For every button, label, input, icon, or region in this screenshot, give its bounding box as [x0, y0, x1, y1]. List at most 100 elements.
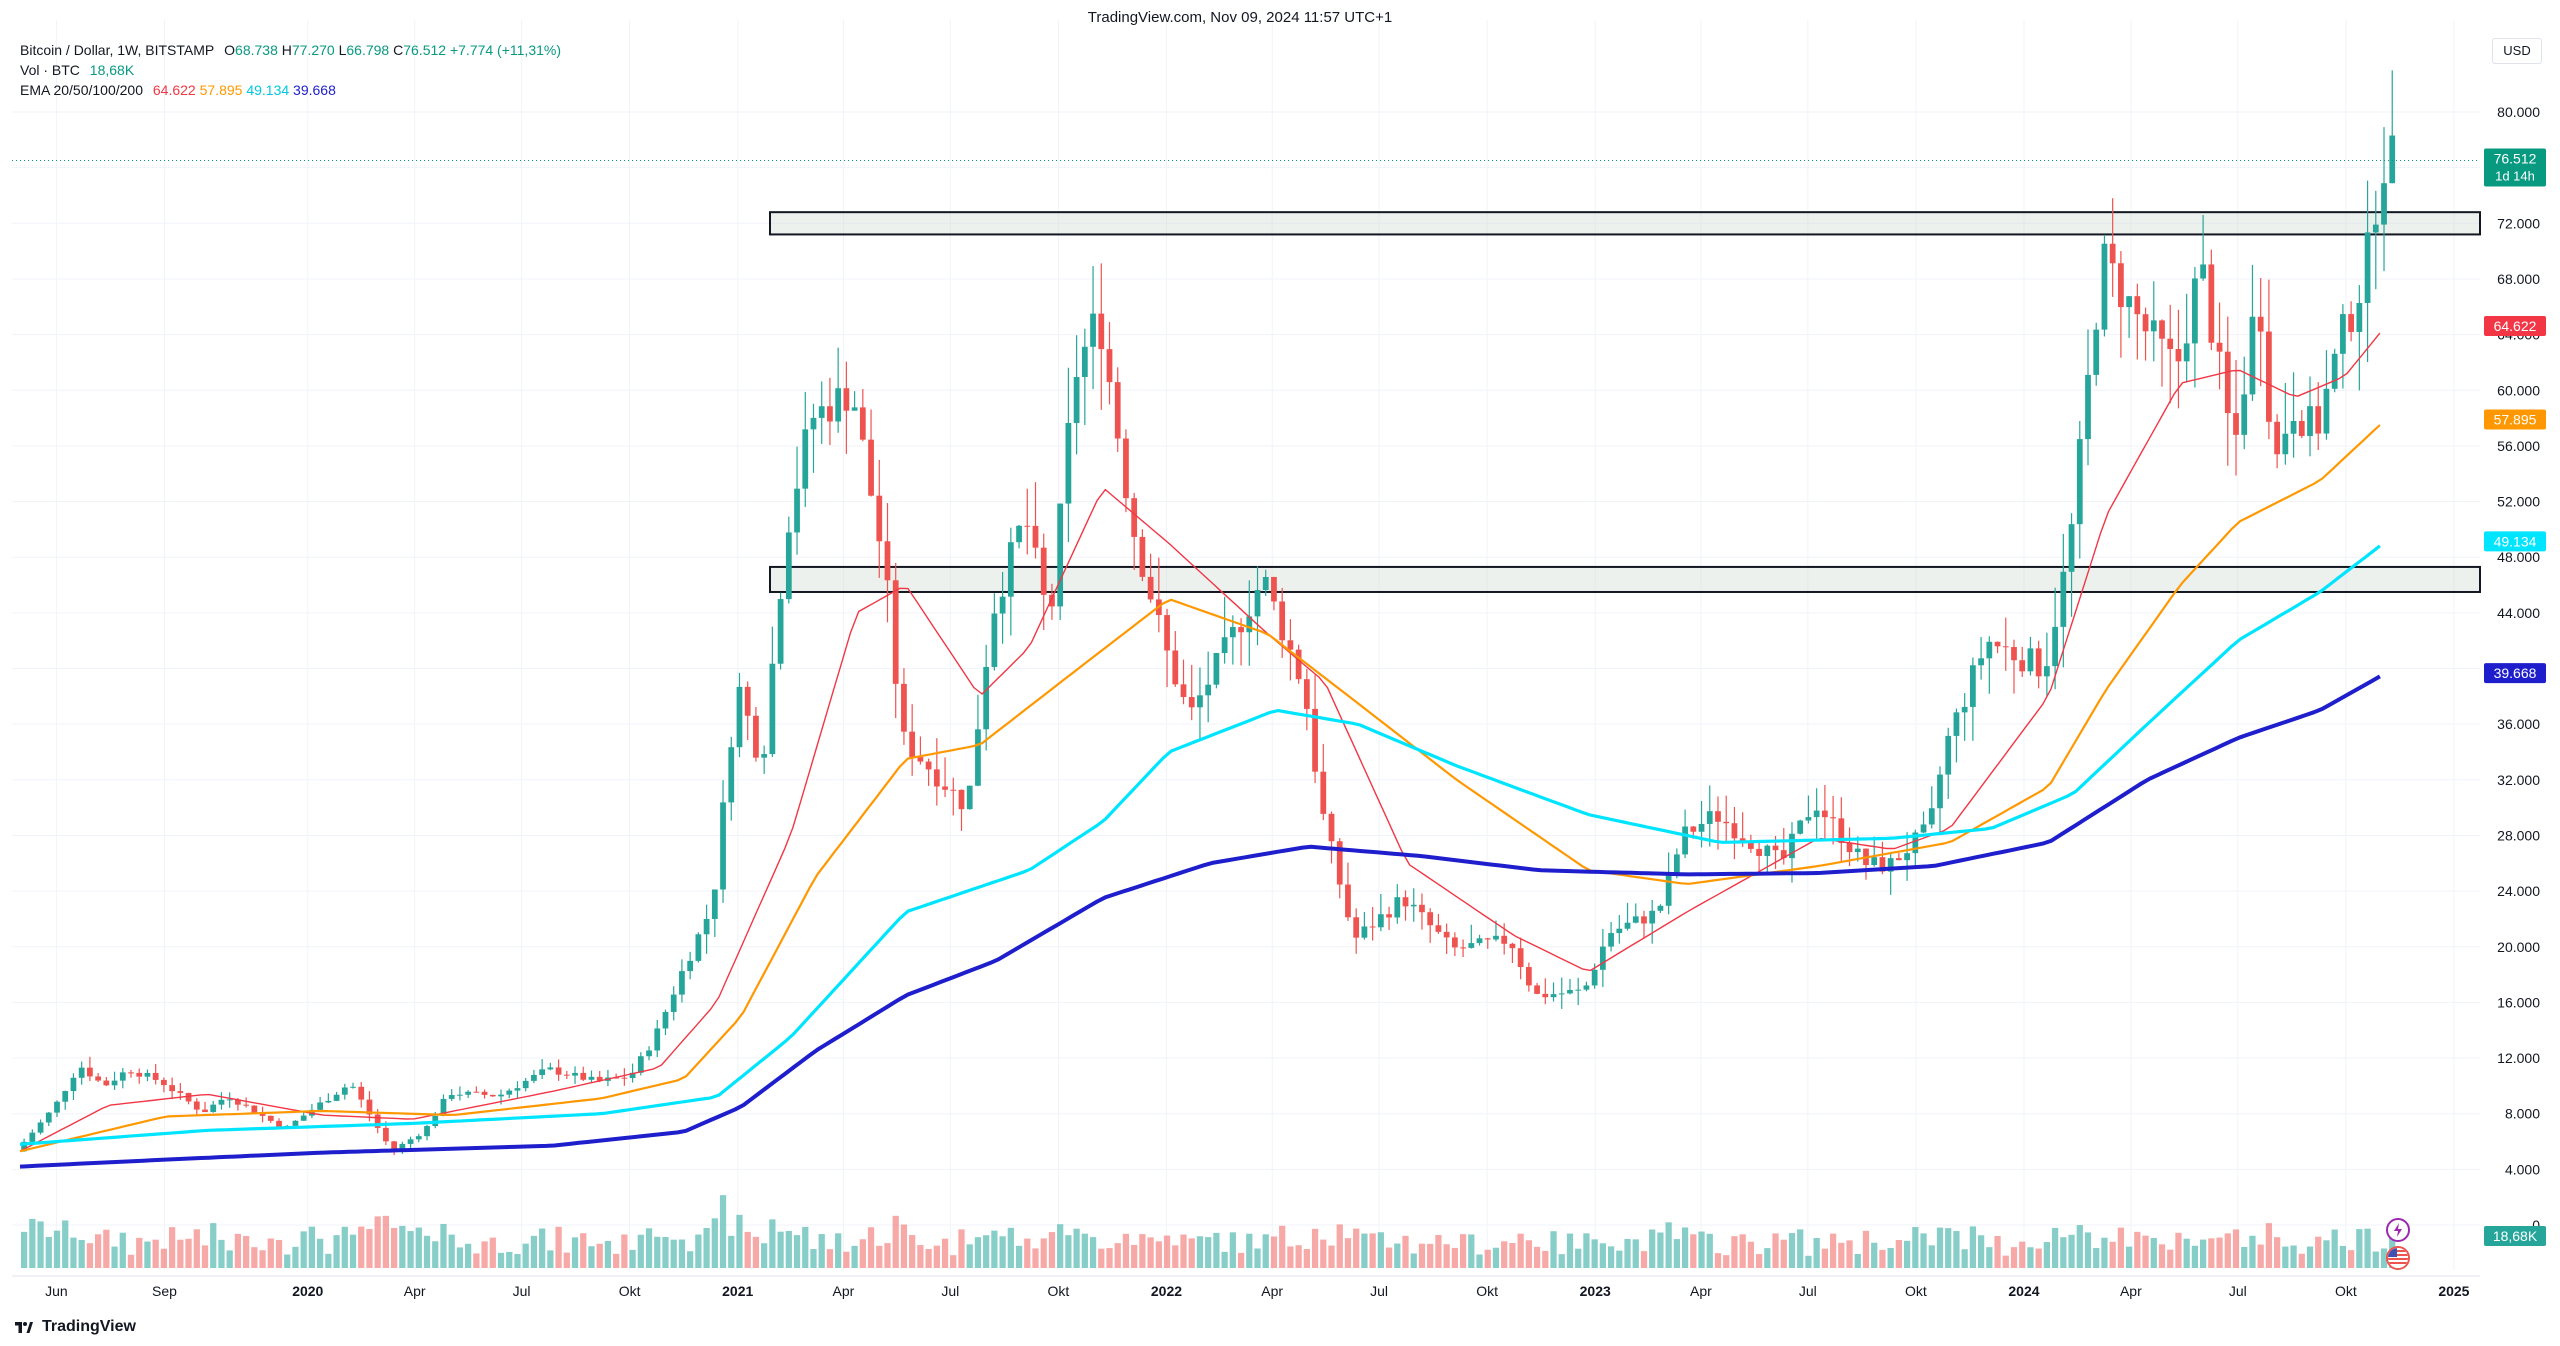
- volume-bar: [1443, 1244, 1450, 1268]
- volume-bar: [670, 1239, 677, 1268]
- candle-body: [1246, 616, 1253, 633]
- volume-bar: [1459, 1234, 1467, 1268]
- candle-body: [498, 1094, 504, 1097]
- candle-body: [1295, 649, 1302, 680]
- volume-bar: [1353, 1228, 1360, 1268]
- volume-bar: [793, 1235, 801, 1268]
- volume-bar: [1723, 1255, 1730, 1268]
- legend-ema-row[interactable]: EMA 20/50/100/200 64.622 57.895 49.134 3…: [20, 80, 561, 100]
- candle-body: [2282, 433, 2289, 455]
- ema-line-50: [19, 424, 2381, 1153]
- candle-body: [810, 417, 817, 430]
- candle-body: [1583, 985, 1590, 990]
- candle-body: [1443, 931, 1450, 938]
- volume-bar: [185, 1238, 192, 1268]
- volume-bar: [2068, 1234, 2075, 1268]
- volume-bar: [45, 1236, 52, 1268]
- volume-bar: [925, 1249, 932, 1268]
- candle-body: [1328, 813, 1335, 842]
- volume-bar: [1764, 1248, 1771, 1268]
- tradingview-brand[interactable]: TradingView: [12, 1318, 136, 1336]
- price-label-box: [2484, 531, 2546, 552]
- volume-bar: [2364, 1228, 2371, 1268]
- volume-bar: [1468, 1234, 1475, 1268]
- candle-body: [1789, 833, 1795, 859]
- candle-body: [87, 1067, 93, 1077]
- ema20-value: 64.622: [152, 82, 196, 98]
- volume-bar: [358, 1226, 365, 1268]
- price-axis[interactable]: 0 4.000 8.000 12.000 16.000 20.000 24.000 28.00…: [2497, 104, 2540, 1233]
- ema-lines: [19, 332, 2381, 1169]
- volume-bar: [2191, 1245, 2199, 1268]
- candle-body: [1164, 615, 1170, 651]
- volume-bar: [2241, 1246, 2248, 1268]
- chart-grid: [12, 20, 2480, 1270]
- candle-body: [942, 786, 948, 790]
- candle-body: [54, 1101, 60, 1113]
- candle-body: [596, 1076, 603, 1081]
- ohlc-change: +7.774 (+11,31%): [449, 42, 561, 58]
- volume-bar: [1155, 1241, 1162, 1268]
- volume-bar: [506, 1251, 513, 1268]
- legend-symbol-row[interactable]: Bitcoin / Dollar, 1W, BITSTAMP O68.738 H…: [20, 42, 561, 58]
- economic-event-flag-icon[interactable]: [2386, 1246, 2410, 1270]
- candle-body: [1517, 948, 1524, 968]
- candle-body: [695, 934, 702, 961]
- time-tick-label: Jun: [45, 1283, 68, 1299]
- volume-bar: [456, 1247, 464, 1268]
- candle-body: [827, 406, 833, 422]
- ohlc-open: 68.738: [235, 42, 278, 58]
- ohlc-close: 76.512: [403, 42, 447, 58]
- legend-volume-row[interactable]: Vol · BTC 18,68K: [20, 60, 561, 80]
- candle-body: [489, 1094, 496, 1097]
- candle-body: [1542, 993, 1549, 998]
- candle-body: [654, 1028, 661, 1051]
- volume-bar: [2134, 1231, 2141, 1268]
- candle-body: [1534, 985, 1540, 994]
- candle-body: [1271, 576, 1277, 602]
- ema100-value: 49.134: [246, 82, 290, 98]
- candle-body: [185, 1092, 192, 1102]
- candle-body: [958, 789, 965, 810]
- candle-body: [243, 1104, 250, 1106]
- candle-body: [481, 1091, 488, 1095]
- volume-bar: [999, 1236, 1006, 1268]
- candle-body: [2118, 263, 2124, 308]
- candle-body: [341, 1087, 348, 1095]
- volume-bar: [884, 1243, 891, 1268]
- candle-body: [1303, 679, 1310, 709]
- candle-body: [1345, 884, 1351, 918]
- volume-bar: [2101, 1237, 2108, 1268]
- volume-bar: [810, 1249, 817, 1268]
- candle-body: [1336, 841, 1343, 885]
- volume-bar: [1649, 1229, 1656, 1268]
- ema50-value: 57.895: [199, 82, 243, 98]
- volume-bar: [2167, 1249, 2174, 1268]
- candle-body: [391, 1141, 398, 1150]
- lightning-event-icon[interactable]: [2386, 1218, 2410, 1242]
- candle-body: [2060, 571, 2067, 627]
- volume-bar: [876, 1245, 883, 1268]
- volume-bar: [2109, 1241, 2116, 1268]
- time-axis[interactable]: Jun Sep 2020 Apr Jul Okt 2021 Apr Jul Okt 2022 Apr J…: [12, 1275, 2480, 1299]
- volume-bar: [1829, 1233, 1837, 1268]
- candle-body: [1312, 708, 1318, 772]
- candle-body: [2126, 296, 2132, 308]
- volume-bar: [2216, 1237, 2223, 1268]
- currency-button[interactable]: USD: [2492, 38, 2542, 64]
- volume-bar: [415, 1227, 422, 1268]
- volume-bar: [867, 1227, 875, 1268]
- candle-body: [95, 1076, 101, 1081]
- volume-bar: [736, 1214, 743, 1268]
- volume-bar: [2076, 1225, 2083, 1268]
- candle-body: [1715, 811, 1721, 822]
- candle-body: [2356, 303, 2363, 332]
- candle-body: [1871, 857, 1878, 866]
- volume-bar: [465, 1243, 472, 1268]
- time-tick-label: 2021: [722, 1283, 753, 1299]
- countdown-label-text: 1d 14h: [2495, 169, 2535, 184]
- candle-body: [1780, 850, 1787, 859]
- candle-body: [901, 683, 907, 732]
- volume-bar: [242, 1236, 250, 1268]
